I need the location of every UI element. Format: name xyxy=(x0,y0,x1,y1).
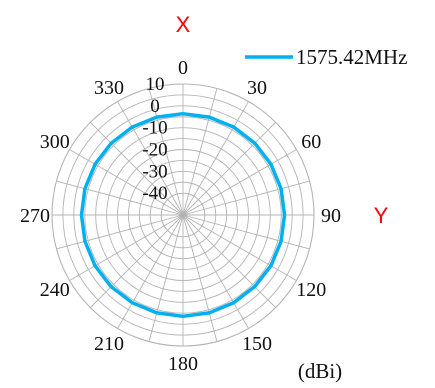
grid-spoke xyxy=(117,101,184,216)
angle-tick-label: 330 xyxy=(94,77,124,99)
grid-spoke xyxy=(182,101,249,216)
angle-tick-labels: 0 30 60 90 120 150 180 210 240 270 300 330 xyxy=(20,57,341,375)
grid-spoke xyxy=(69,214,184,281)
grid-spoke xyxy=(182,214,276,308)
angle-tick-label: 60 xyxy=(301,131,321,153)
series-line xyxy=(79,111,287,319)
polar-grid xyxy=(51,83,315,347)
grid-spoke xyxy=(182,88,218,216)
series-layer xyxy=(79,111,287,319)
radial-tick-label: 0 xyxy=(150,96,160,117)
grid-spoke xyxy=(148,214,184,342)
grid-spoke xyxy=(182,214,218,342)
radial-tick-label: 10 xyxy=(146,74,165,95)
radial-tick-label: -10 xyxy=(142,118,167,139)
grid-spoke xyxy=(90,122,184,216)
radial-tick-label: -20 xyxy=(142,140,167,161)
angle-tick-label: 90 xyxy=(321,205,341,227)
y-axis-label: Y xyxy=(374,203,389,228)
grid-spoke xyxy=(56,214,184,250)
grid-spoke xyxy=(90,214,184,308)
radial-tick-label: -40 xyxy=(142,183,167,204)
x-axis-label: X xyxy=(176,12,191,37)
angle-tick-label: 120 xyxy=(296,279,326,301)
grid-spoke xyxy=(148,88,184,216)
angle-tick-label: 30 xyxy=(247,77,267,99)
grid-spoke xyxy=(117,214,184,329)
angle-tick-label: 150 xyxy=(242,333,272,355)
grid-spoke xyxy=(69,149,184,216)
angle-tick-label: 180 xyxy=(168,353,198,375)
unit-label: (dBi) xyxy=(298,359,342,383)
angle-tick-label: 240 xyxy=(40,279,70,301)
grid-spoke xyxy=(182,214,249,329)
grid-spoke xyxy=(182,180,310,216)
grid-spoke xyxy=(182,214,297,281)
angle-tick-label: 300 xyxy=(40,131,70,153)
radial-tick-labels: 100-10-20-30-40 xyxy=(142,74,167,204)
angle-tick-label: 270 xyxy=(20,205,50,227)
legend-label: 1575.42MHz xyxy=(296,45,407,69)
radial-tick-label: -30 xyxy=(142,161,167,182)
grid-spoke xyxy=(182,214,310,250)
legend: 1575.42MHz xyxy=(245,45,407,69)
grid-spoke xyxy=(182,149,297,216)
angle-tick-label: 0 xyxy=(178,57,188,79)
angle-tick-label: 210 xyxy=(94,333,124,355)
grid-spoke xyxy=(56,180,184,216)
grid-spoke xyxy=(182,122,276,216)
